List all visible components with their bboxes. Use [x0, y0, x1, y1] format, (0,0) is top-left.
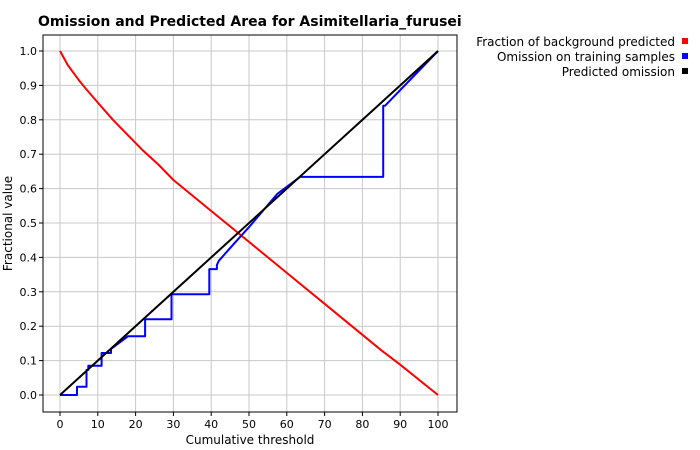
x-tick-label: 70 — [318, 418, 332, 431]
legend-label-fraction-of-background-predicted: Fraction of background predicted — [476, 35, 675, 49]
series-line-predicted-omission — [59, 50, 439, 396]
y-tick-label: 1.0 — [20, 45, 38, 58]
legend-label-predicted-omission: Predicted omission — [562, 65, 675, 79]
chart-title: Omission and Predicted Area for Asimitel… — [38, 14, 462, 30]
series-line-fraction-of-background-predicted — [59, 50, 439, 396]
y-tick-label: 0.6 — [20, 183, 38, 196]
y-tick-label: 0.1 — [20, 355, 38, 368]
y-tick-label: 0.4 — [20, 251, 38, 264]
y-axis-label: Fractional value — [1, 176, 15, 271]
x-tick-label: 60 — [280, 418, 294, 431]
x-tick-label: 80 — [355, 418, 369, 431]
y-tick-label: 0.7 — [20, 148, 38, 161]
legend-swatch-omission-on-training-samples — [682, 53, 688, 59]
legend: Fraction of background predictedOmission… — [476, 35, 688, 79]
y-tick-label: 0.9 — [20, 79, 38, 92]
legend-swatch-predicted-omission — [682, 68, 688, 74]
axis-ticks: 0 10 20 30 40 50 60 70 80 90 100 0.0 0.1 0.2 0.3 0.4 0.5… — [20, 45, 449, 431]
y-tick-label: 0.8 — [20, 114, 38, 127]
x-tick-label: 50 — [242, 418, 256, 431]
grid — [43, 35, 457, 412]
y-tick-label: 0.0 — [20, 389, 38, 402]
x-tick-label: 0 — [57, 418, 64, 431]
x-tick-label: 90 — [393, 418, 407, 431]
x-tick-label: 30 — [166, 418, 180, 431]
y-tick-label: 0.3 — [20, 286, 38, 299]
x-tick-label: 100 — [428, 418, 449, 431]
y-tick-label: 0.5 — [20, 217, 38, 230]
y-tick-label: 0.2 — [20, 320, 38, 333]
x-tick-label: 40 — [204, 418, 218, 431]
x-tick-label: 10 — [91, 418, 105, 431]
legend-label-omission-on-training-samples: Omission on training samples — [497, 50, 675, 64]
legend-swatch-fraction-of-background-predicted — [682, 38, 688, 44]
x-axis-label: Cumulative threshold — [186, 433, 315, 447]
x-tick-label: 20 — [129, 418, 143, 431]
series-lines — [59, 50, 439, 396]
